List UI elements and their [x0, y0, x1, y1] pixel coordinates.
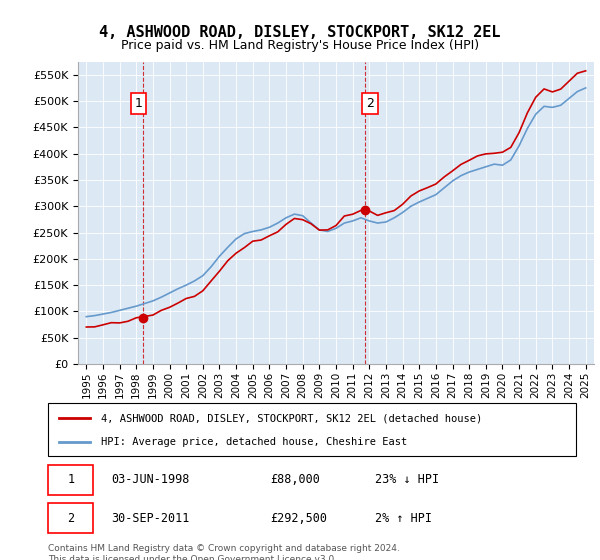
Text: £88,000: £88,000: [270, 473, 320, 487]
Text: Price paid vs. HM Land Registry's House Price Index (HPI): Price paid vs. HM Land Registry's House …: [121, 39, 479, 52]
Text: 2: 2: [366, 97, 374, 110]
Text: 4, ASHWOOD ROAD, DISLEY, STOCKPORT, SK12 2EL: 4, ASHWOOD ROAD, DISLEY, STOCKPORT, SK12…: [99, 25, 501, 40]
Text: 30-SEP-2011: 30-SEP-2011: [112, 512, 190, 525]
Text: Contains HM Land Registry data © Crown copyright and database right 2024.
This d: Contains HM Land Registry data © Crown c…: [48, 544, 400, 560]
Text: 1: 1: [134, 97, 142, 110]
Text: £292,500: £292,500: [270, 512, 327, 525]
Text: 23% ↓ HPI: 23% ↓ HPI: [376, 473, 439, 487]
Text: 4, ASHWOOD ROAD, DISLEY, STOCKPORT, SK12 2EL (detached house): 4, ASHWOOD ROAD, DISLEY, STOCKPORT, SK12…: [101, 413, 482, 423]
Text: 2: 2: [67, 512, 74, 525]
FancyBboxPatch shape: [48, 503, 93, 533]
FancyBboxPatch shape: [48, 465, 93, 495]
FancyBboxPatch shape: [48, 403, 576, 456]
Text: 2% ↑ HPI: 2% ↑ HPI: [376, 512, 433, 525]
Text: 03-JUN-1998: 03-JUN-1998: [112, 473, 190, 487]
Text: 1: 1: [67, 473, 74, 487]
Text: HPI: Average price, detached house, Cheshire East: HPI: Average price, detached house, Ches…: [101, 436, 407, 446]
